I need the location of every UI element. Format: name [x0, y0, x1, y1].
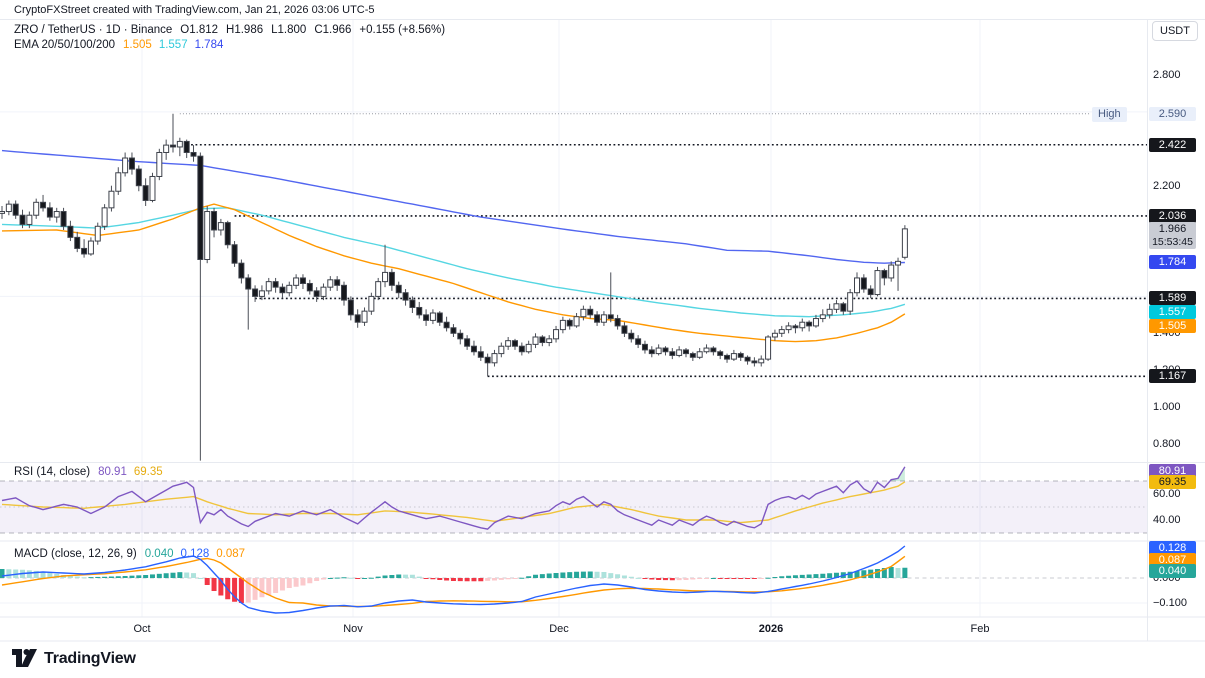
price-label-1.784: 1.784 — [1149, 255, 1196, 270]
price-label-1.505: 1.505 — [1149, 319, 1196, 333]
price-label-1.589: 1.589 — [1149, 291, 1196, 306]
macd-legend-values: 0.040 0.128 0.087 — [145, 548, 252, 560]
macd-legend-label: MACD (close, 12, 26, 9) — [14, 548, 137, 560]
ohlc-low: L1.800 — [271, 24, 307, 36]
price-label-1.966: 1.966 15:53:45 — [1149, 221, 1196, 249]
countdown-timer: 15:53:45 — [1152, 235, 1193, 248]
chart-canvas[interactable] — [0, 0, 1205, 648]
time-tick-Nov: Nov — [343, 623, 363, 635]
ema-legend-values: 1.505 1.557 1.784 — [123, 39, 230, 51]
macd-legend[interactable]: MACD (close, 12, 26, 9) 0.040 0.128 0.087 — [14, 548, 252, 560]
price-tick-2.200: 2.200 — [1153, 179, 1181, 192]
ema-value-0: 1.505 — [123, 39, 152, 51]
symbol-legend[interactable]: ZRO / TetherUS · 1D · Binance O1.812 H1.… — [14, 24, 445, 36]
price-label-2.590: 2.590 — [1149, 106, 1196, 121]
macd-label-0.087: 0.087 — [1149, 553, 1196, 567]
footer-brand[interactable]: TradingView — [12, 649, 136, 668]
price-axis-divider — [1147, 20, 1148, 641]
ema-legend-label: EMA 20/50/100/200 — [14, 39, 116, 51]
macd-tick-−0.100: −0.100 — [1153, 597, 1187, 609]
macd-value-0: 0.040 — [144, 548, 174, 560]
header-divider — [0, 19, 1205, 20]
rsi-value-0: 80.91 — [98, 466, 127, 478]
rsi-legend-label: RSI (14, close) — [14, 466, 91, 478]
price-label-1.557: 1.557 — [1149, 305, 1196, 319]
price-tick-0.800: 0.800 — [1153, 438, 1181, 450]
high-marker-label: High — [1092, 107, 1127, 122]
macd-label-0.128: 0.128 — [1149, 541, 1196, 555]
time-tick-Feb: Feb — [970, 623, 990, 635]
macd-label-0.040: 0.040 — [1149, 564, 1196, 578]
macd-value-2: 0.087 — [216, 548, 246, 560]
price-label-2.036: 2.036 — [1149, 208, 1196, 223]
rsi-legend[interactable]: RSI (14, close) 80.91 69.35 — [14, 466, 170, 478]
symbol-title: ZRO / TetherUS · 1D · Binance — [14, 24, 173, 36]
price-label-2.422: 2.422 — [1149, 137, 1196, 152]
rsi-legend-values: 80.91 69.35 — [98, 466, 170, 478]
ohlc-change: +0.155 (+8.56%) — [359, 24, 446, 36]
time-tick-Oct: Oct — [133, 623, 151, 635]
ema-value-2: 1.784 — [194, 39, 224, 51]
tradingview-logo-icon — [12, 649, 37, 667]
attribution-text: CryptoFXStreet created with TradingView.… — [14, 4, 375, 16]
macd-value-1: 0.128 — [180, 548, 210, 560]
tradingview-wordmark: TradingView — [44, 649, 136, 667]
ohlc-close: C1.966 — [314, 24, 352, 36]
ohlc-open: O1.812 — [180, 24, 219, 36]
rsi-label-80.91: 80.91 — [1149, 464, 1196, 478]
ohlc-high: H1.986 — [226, 24, 264, 36]
currency-toggle-button[interactable]: USDT — [1152, 21, 1198, 41]
rsi-label-69.35: 69.35 — [1149, 474, 1196, 489]
rsi-tick-60.00: 60.00 — [1153, 488, 1181, 500]
rsi-tick-40.00: 40.00 — [1153, 514, 1181, 526]
price-label-1.167: 1.167 — [1149, 369, 1196, 384]
price-tick-1.000: 1.000 — [1153, 401, 1181, 414]
time-tick-2026: 2026 — [758, 623, 784, 635]
ema-legend[interactable]: EMA 20/50/100/200 1.505 1.557 1.784 — [14, 39, 230, 51]
time-tick-Dec: Dec — [549, 623, 569, 635]
ema-value-1: 1.557 — [158, 39, 188, 51]
rsi-value-1: 69.35 — [133, 466, 163, 478]
price-tick-2.800: 2.800 — [1153, 69, 1181, 81]
